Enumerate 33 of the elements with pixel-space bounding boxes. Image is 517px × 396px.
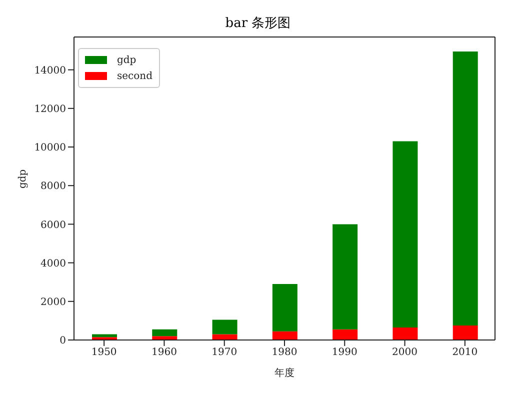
y-tick-label: 4000	[40, 258, 66, 270]
chart-title: bar 条形图	[224, 15, 292, 32]
bar	[452, 326, 478, 340]
x-tick-label: 1990	[332, 347, 358, 358]
legend-label: second	[117, 70, 153, 82]
legend-label: gdp	[117, 54, 136, 66]
y-tick-label: 10000	[34, 142, 66, 154]
x-axis-title: 年度	[274, 367, 294, 379]
bar	[212, 334, 238, 340]
bar	[152, 336, 178, 340]
bar	[392, 141, 418, 328]
y-tick-label: 12000	[34, 104, 66, 115]
x-tick-label: 1950	[91, 347, 117, 358]
bar	[272, 331, 298, 340]
y-tick-label: 14000	[34, 65, 66, 76]
bar	[152, 329, 178, 336]
bar	[392, 327, 418, 340]
y-axis-title: gdp	[18, 169, 29, 188]
x-tick-label: 1980	[272, 347, 298, 358]
x-tick-label: 2000	[392, 347, 418, 358]
bar	[92, 334, 117, 338]
bar	[332, 224, 358, 330]
y-tick-label: 6000	[40, 220, 66, 231]
x-tick-label: 1960	[151, 347, 177, 358]
x-tick-label: 1970	[212, 347, 238, 358]
bar	[452, 51, 478, 326]
bar	[332, 329, 358, 340]
bar	[272, 284, 298, 332]
x-tick-label: 2010	[452, 347, 478, 358]
y-tick-label: 0	[60, 336, 66, 347]
bar	[212, 320, 238, 334]
y-tick-label: 2000	[40, 296, 66, 308]
y-tick-label: 8000	[40, 181, 66, 192]
